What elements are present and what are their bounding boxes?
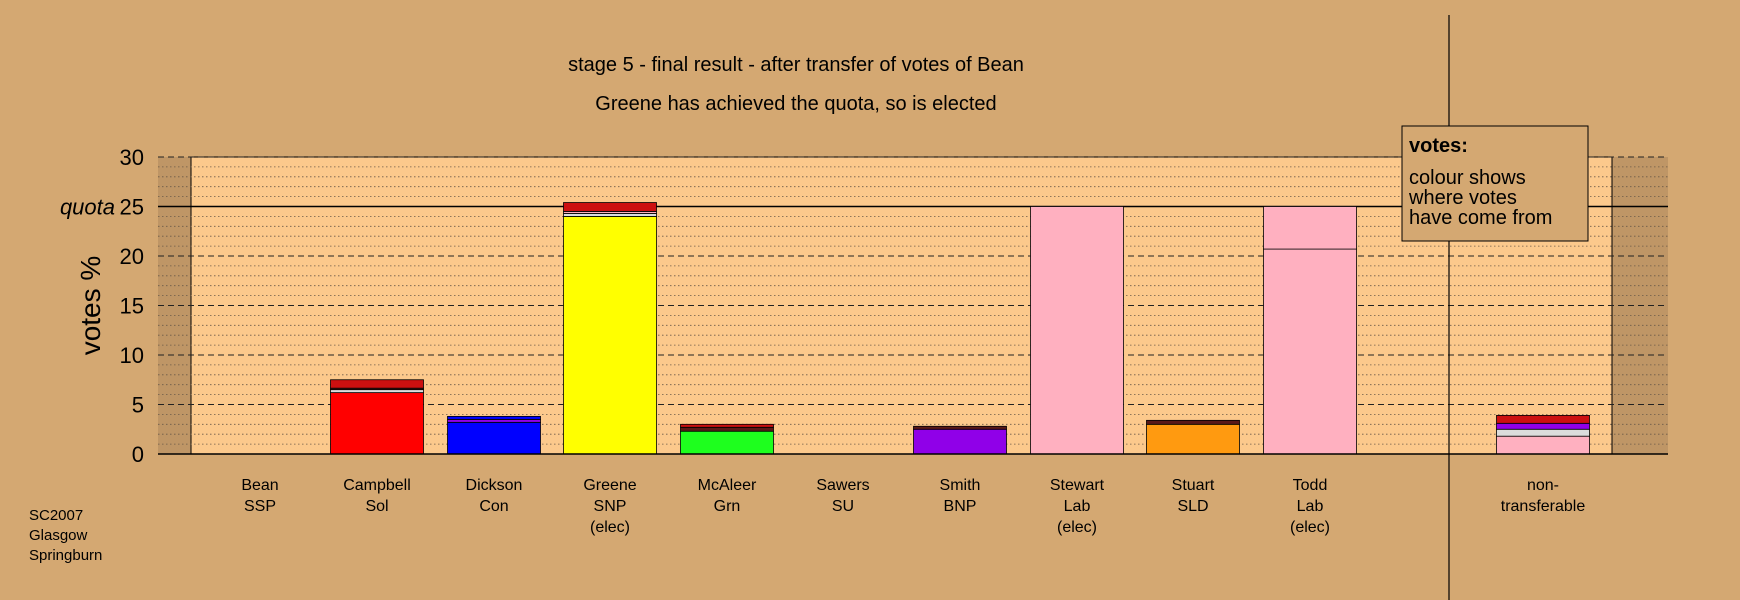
candidate-elected-label: (elec) <box>1057 519 1097 536</box>
candidate-name-label: Greene <box>583 477 636 494</box>
legend-box <box>1401 125 1589 242</box>
bar-campbell-segment <box>330 379 424 389</box>
candidate-party-label: SSP <box>244 498 276 515</box>
y-tick-label: 20 <box>120 244 144 269</box>
bar-mcaleer-segment <box>680 426 774 432</box>
candidate-elected-label: (elec) <box>1290 519 1330 536</box>
y-tick-label: 15 <box>120 294 144 319</box>
bar-dickson-segment <box>447 421 541 455</box>
legend-text-line: where votes <box>1408 187 1517 209</box>
candidate-party-label: SNP <box>594 498 627 515</box>
legend-text-line: have come from <box>1409 207 1552 229</box>
bar-greene-segment <box>563 213 657 217</box>
bar-stewart-segment <box>1030 206 1124 455</box>
y-tick-label: 5 <box>132 393 144 418</box>
bar-dickson-segment <box>447 418 541 423</box>
y-tick-label: 10 <box>120 343 144 368</box>
candidate-name-label: McAleer <box>698 477 757 494</box>
candidate-name-label: Stewart <box>1050 477 1105 494</box>
nontransferable-label: transferable <box>1501 498 1586 515</box>
bar-nontransferable-segment <box>1496 414 1590 424</box>
bar-nontransferable-segment <box>1496 422 1590 430</box>
bar-mcaleer-segment <box>680 423 774 428</box>
candidate-party-label: Lab <box>1297 498 1324 515</box>
y-tick-label: 0 <box>132 442 144 467</box>
candidate-party-label: Sol <box>365 498 388 515</box>
candidate-name-label: Bean <box>241 477 278 494</box>
candidate-party-label: SLD <box>1177 498 1208 515</box>
bar-mcaleer-segment <box>680 430 774 455</box>
y-tick-label: 25 <box>120 195 144 220</box>
constituency-footer: SC2007 Glasgow Springburn <box>29 506 102 566</box>
quota-label: quota <box>60 195 115 220</box>
legend-text-line: colour shows <box>1409 167 1526 189</box>
bar-nontransferable-segment <box>1496 428 1590 437</box>
chart-subtitle: Greene has achieved the quota, so is ele… <box>595 93 996 115</box>
bar-campbell-segment <box>330 392 424 455</box>
candidate-party-label: Grn <box>714 498 741 515</box>
candidate-name-label: Dickson <box>466 477 523 494</box>
bar-stuart-segment <box>1146 419 1240 425</box>
bar-todd-segment <box>1263 248 1357 455</box>
footer-election: SC2007 <box>29 507 84 524</box>
bar-stuart-segment <box>1146 423 1240 455</box>
bar-greene-segment <box>563 215 657 455</box>
bar-dickson-segment <box>447 415 541 420</box>
y-axis-label: votes % <box>75 256 106 356</box>
candidate-name-label: Sawers <box>816 477 869 494</box>
bar-campbell-segment <box>330 389 424 394</box>
legend-title: votes: <box>1409 135 1468 157</box>
candidate-name-label: Smith <box>940 477 981 494</box>
candidate-party-label: BNP <box>944 498 977 515</box>
chart-title: stage 5 - final result - after transfer … <box>568 54 1024 76</box>
bar-smith-segment <box>913 428 1007 455</box>
candidate-name-label: Campbell <box>343 477 411 494</box>
bar-greene-segment <box>563 202 657 212</box>
candidate-party-label: SU <box>832 498 854 515</box>
candidate-party-label: Con <box>479 498 508 515</box>
nontransferable-label: non- <box>1527 477 1559 494</box>
footer-city: Glasgow <box>29 527 88 544</box>
footer-ward: Springburn <box>29 547 103 564</box>
candidate-elected-label: (elec) <box>590 519 630 536</box>
bar-smith-segment <box>913 425 1007 430</box>
y-tick-label: 30 <box>120 145 144 170</box>
candidate-name-label: Stuart <box>1172 477 1215 494</box>
bar-todd-segment <box>1263 206 1357 250</box>
candidate-party-label: Lab <box>1064 498 1091 515</box>
candidate-name-label: Todd <box>1293 477 1328 494</box>
bar-nontransferable-segment <box>1496 435 1590 455</box>
